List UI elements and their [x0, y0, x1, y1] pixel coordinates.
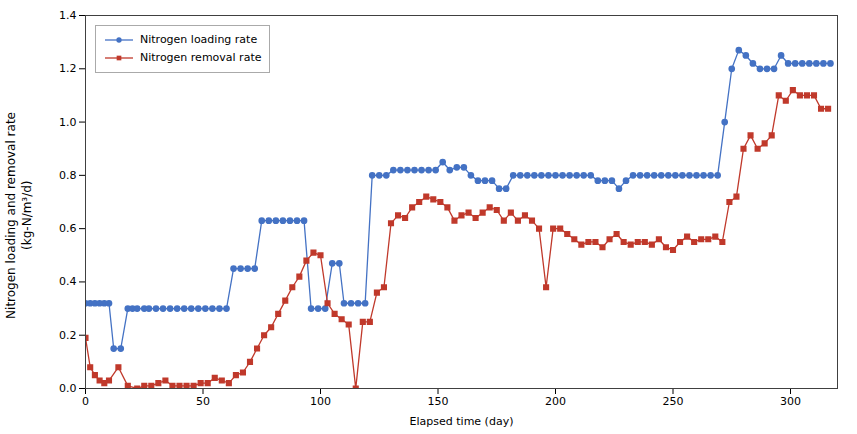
- svg-text:0.4: 0.4: [59, 275, 77, 288]
- svg-text:150: 150: [428, 395, 449, 408]
- html-text:Nitrogen loading and removal r: Nitrogen loading and removal rate (kg-N/…: [4, 111, 34, 319]
- svg-text:Elapsed time (day): Elapsed time (day): [410, 415, 514, 428]
- html-text:Nitrogen loading rate: Nitrogen loading rate: [140, 33, 258, 46]
- svg-text:0: 0: [82, 395, 89, 408]
- svg-text:200: 200: [545, 395, 566, 408]
- svg-text:100: 100: [310, 395, 331, 408]
- svg-text:50: 50: [196, 395, 210, 408]
- svg-text:1.0: 1.0: [59, 116, 77, 129]
- svg-text:300: 300: [780, 395, 801, 408]
- svg-text:0.6: 0.6: [59, 222, 77, 235]
- svg-text:1.2: 1.2: [59, 62, 77, 75]
- svg-text:250: 250: [663, 395, 684, 408]
- svg-text:0.8: 0.8: [59, 169, 77, 182]
- svg-text:1.4: 1.4: [59, 9, 77, 22]
- html-text:Nitrogen removal rate: Nitrogen removal rate: [140, 51, 262, 64]
- svg-text:0.2: 0.2: [59, 329, 77, 342]
- svg-text:0.0: 0.0: [59, 382, 77, 395]
